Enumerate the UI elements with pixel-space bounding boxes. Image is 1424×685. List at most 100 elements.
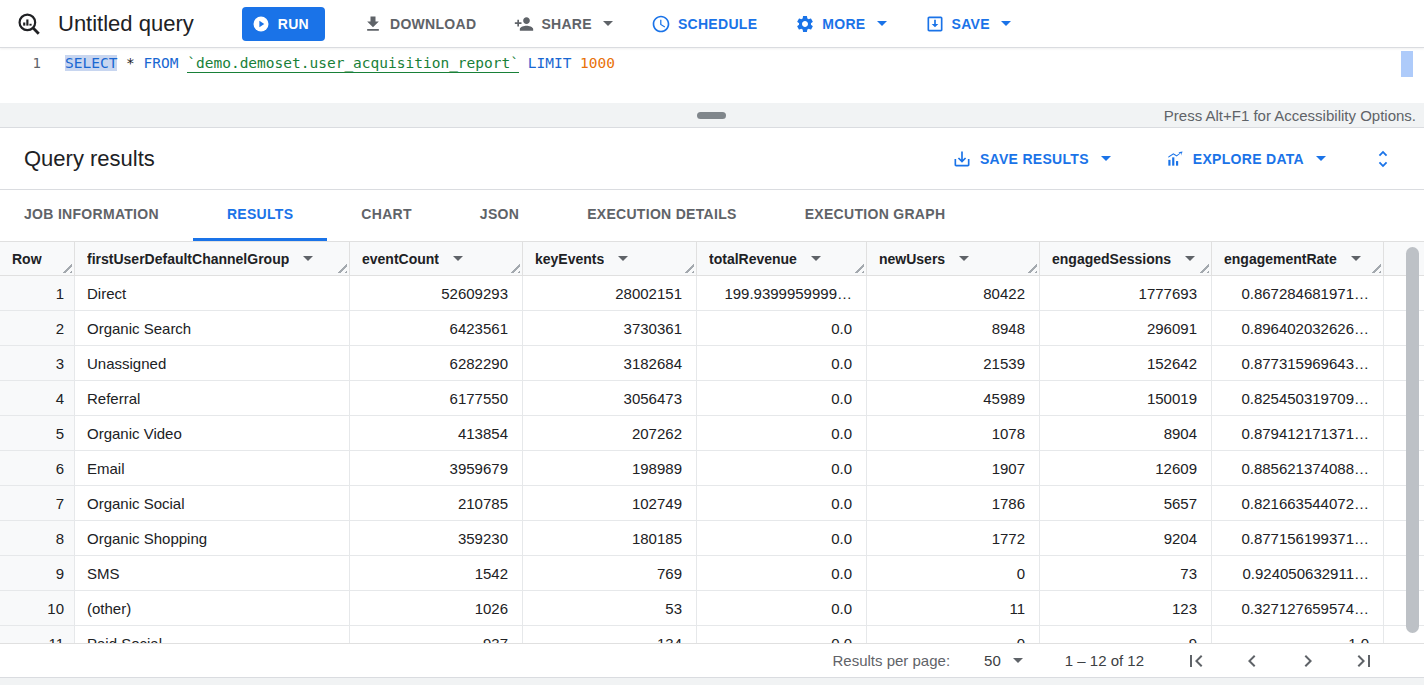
table-row: 8Organic Shopping3592301801850.017729204…: [0, 521, 1424, 556]
table-row: 1Direct5260929328002151199.9399959999…80…: [0, 276, 1424, 311]
table-row: 4Referral617755030564730.0459891500190.8…: [0, 381, 1424, 416]
cell-eventCount: 413854: [350, 416, 523, 450]
share-label: SHARE: [541, 16, 592, 32]
column-header-engagementRate[interactable]: engagementRate: [1212, 242, 1384, 275]
cell-firstUserDefaultChannelGroup: SMS: [75, 556, 350, 590]
download-icon: [363, 14, 383, 34]
cell-engagedSessions: 12609: [1040, 451, 1212, 485]
column-resize-handle[interactable]: [854, 263, 864, 273]
cell-firstUserDefaultChannelGroup: Organic Shopping: [75, 521, 350, 555]
cell-engagementRate: 0.327127659574…: [1212, 591, 1384, 625]
more-button[interactable]: MORE: [783, 6, 898, 42]
clock-icon: [651, 14, 671, 34]
column-menu-arrow-icon[interactable]: [303, 256, 313, 261]
code-token-plain: *: [117, 55, 143, 71]
last-page-icon: [1352, 649, 1376, 673]
column-resize-handle[interactable]: [1199, 263, 1209, 273]
cell-totalRevenue: 0.0: [697, 451, 867, 485]
code-token-plain: [519, 55, 528, 71]
chevron-down-icon: [1013, 658, 1023, 663]
splitter-drag-handle[interactable]: [697, 112, 726, 119]
column-header-firstUserDefaultChannelGroup[interactable]: firstUserDefaultChannelGroup: [75, 242, 350, 275]
column-header-totalRevenue[interactable]: totalRevenue: [697, 242, 867, 275]
cell-totalRevenue: 0.0: [697, 556, 867, 590]
query-results-title: Query results: [24, 146, 155, 172]
cell-eventCount: 3959679: [350, 451, 523, 485]
cell-totalRevenue: 0.0: [697, 626, 867, 643]
explore-data-button[interactable]: EXPLORE DATA: [1153, 141, 1338, 177]
sql-editor[interactable]: 1 SELECT * FROM `demo.demoset.user_acqui…: [0, 48, 1424, 103]
editor-gutter: 1: [0, 48, 55, 103]
tab-job-information[interactable]: JOB INFORMATION: [24, 190, 193, 241]
explore-data-chart-icon: [1165, 149, 1185, 169]
page-size-select[interactable]: 50: [984, 652, 1023, 669]
tab-execution-details[interactable]: EXECUTION DETAILS: [553, 190, 771, 241]
cell-eventCount: 6282290: [350, 346, 523, 380]
code-line[interactable]: SELECT * FROM `demo.demoset.user_acquisi…: [65, 55, 615, 71]
cell-totalRevenue: 0.0: [697, 381, 867, 415]
column-label: eventCount: [362, 251, 439, 267]
column-resize-handle[interactable]: [337, 263, 347, 273]
table-row: 9SMS15427690.00730.924050632911…: [0, 556, 1424, 591]
column-menu-arrow-icon[interactable]: [811, 256, 821, 261]
cell-newUsers: 8948: [867, 311, 1040, 345]
row-number-cell: 5: [0, 416, 75, 450]
expand-results-button[interactable]: [1368, 144, 1398, 174]
cell-engagedSessions: 150019: [1040, 381, 1212, 415]
cell-engagementRate: 1.0: [1212, 626, 1384, 643]
previous-page-button[interactable]: [1240, 649, 1264, 673]
cell-newUsers: 80422: [867, 276, 1040, 310]
column-resize-handle[interactable]: [62, 263, 72, 273]
cell-engagementRate: 0.821663544072…: [1212, 486, 1384, 520]
column-resize-handle[interactable]: [684, 263, 694, 273]
chevron-down-icon: [603, 21, 613, 26]
next-page-button[interactable]: [1296, 649, 1320, 673]
chevron-down-icon: [1316, 156, 1326, 161]
column-header-newUsers[interactable]: newUsers: [867, 242, 1040, 275]
run-button[interactable]: RUN: [242, 7, 325, 41]
column-resize-handle[interactable]: [1371, 263, 1381, 273]
tab-chart[interactable]: CHART: [327, 190, 446, 241]
cell-engagedSessions: 5657: [1040, 486, 1212, 520]
column-menu-arrow-icon[interactable]: [1351, 256, 1361, 261]
save-results-button[interactable]: SAVE RESULTS: [940, 141, 1123, 177]
code-token-keyword: LIMIT: [528, 55, 572, 71]
column-resize-handle[interactable]: [510, 263, 520, 273]
cell-firstUserDefaultChannelGroup: Organic Social: [75, 486, 350, 520]
column-menu-arrow-icon[interactable]: [959, 256, 969, 261]
cell-firstUserDefaultChannelGroup: Paid Social: [75, 626, 350, 643]
schedule-button[interactable]: SCHEDULE: [639, 6, 769, 42]
column-header-keyEvents[interactable]: keyEvents: [523, 242, 697, 275]
cell-totalRevenue: 0.0: [697, 416, 867, 450]
column-menu-arrow-icon[interactable]: [453, 256, 463, 261]
cell-newUsers: 0: [867, 626, 1040, 643]
more-label: MORE: [822, 16, 865, 32]
first-page-button[interactable]: [1184, 649, 1208, 673]
last-page-button[interactable]: [1352, 649, 1376, 673]
cell-firstUserDefaultChannelGroup: Organic Video: [75, 416, 350, 450]
explore-data-label: EXPLORE DATA: [1193, 151, 1304, 167]
column-menu-arrow-icon[interactable]: [1185, 256, 1195, 261]
column-header-engagedSessions[interactable]: engagedSessions: [1040, 242, 1212, 275]
column-resize-handle[interactable]: [1027, 263, 1037, 273]
share-button[interactable]: SHARE: [502, 6, 625, 42]
download-button[interactable]: DOWNLOAD: [351, 6, 488, 42]
table-row: 11Paid Social9371340.0091.0: [0, 626, 1424, 643]
column-menu-arrow-icon[interactable]: [618, 256, 628, 261]
editor-scrollbar-thumb[interactable]: [1401, 51, 1413, 77]
table-scrollbar-thumb[interactable]: [1406, 247, 1419, 633]
tab-results[interactable]: RESULTS: [193, 190, 327, 241]
column-label: firstUserDefaultChannelGroup: [87, 251, 289, 267]
column-label: Row: [12, 251, 42, 267]
unfold-more-icon: [1372, 148, 1394, 170]
column-header-eventCount[interactable]: eventCount: [350, 242, 523, 275]
code-token-tableref: `demo.demoset.user_acquisition_report`: [187, 55, 519, 73]
row-number-cell: 8: [0, 521, 75, 555]
tab-json[interactable]: JSON: [446, 190, 553, 241]
cell-engagedSessions: 1777693: [1040, 276, 1212, 310]
cell-totalRevenue: 0.0: [697, 311, 867, 345]
tab-execution-graph[interactable]: EXECUTION GRAPH: [771, 190, 980, 241]
query-title[interactable]: Untitled query: [58, 11, 194, 37]
cell-newUsers: 1907: [867, 451, 1040, 485]
save-button[interactable]: SAVE: [913, 6, 1023, 42]
